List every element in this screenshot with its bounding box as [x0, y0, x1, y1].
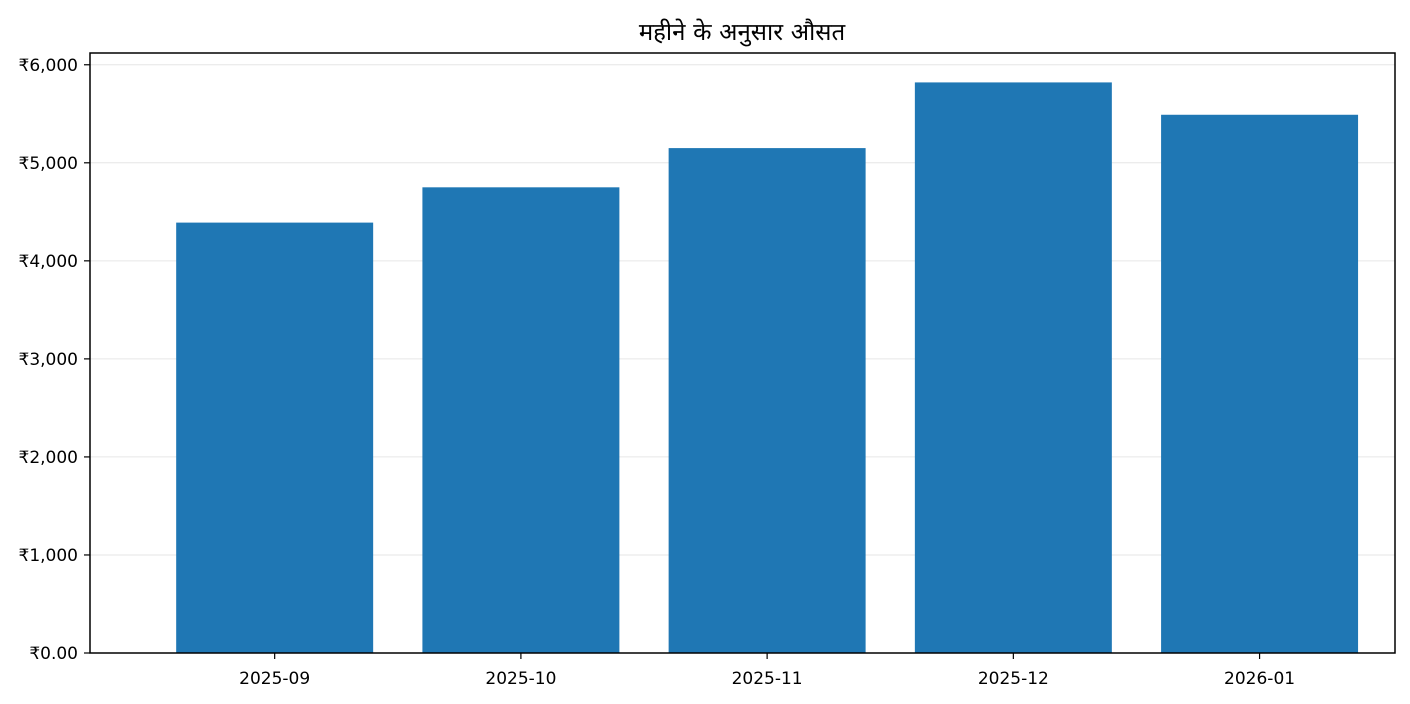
y-tick-label: ₹5,000 — [19, 154, 78, 174]
bar-2025-11 — [668, 148, 866, 654]
plot-frame — [89, 52, 1396, 654]
x-tick-label: 2025-11 — [732, 669, 803, 689]
bar-2026-01 — [1161, 114, 1359, 653]
chart-title: महीने के अनुसार औसत — [639, 18, 847, 47]
y-axis-ticks: ₹0.00 ₹1,000 ₹2,000 ₹3,000 ₹4,000 ₹5,000 ₹6,00… — [19, 56, 90, 664]
x-axis-ticks: 2025-09 2025-10 2025-11 2025-12 2026-01 — [239, 653, 1295, 689]
y-tick-label: ₹6,000 — [19, 56, 78, 76]
bars — [176, 82, 1359, 654]
x-tick-label: 2026-01 — [1224, 669, 1295, 689]
bar-2025-12 — [914, 82, 1112, 654]
bar-2025-10 — [422, 187, 620, 653]
x-tick-label: 2025-09 — [239, 669, 310, 689]
bar-2025-09 — [176, 222, 374, 653]
y-tick-label: ₹0.00 — [29, 644, 78, 664]
y-tick-label: ₹2,000 — [19, 448, 78, 468]
y-tick-label: ₹1,000 — [19, 546, 78, 566]
y-tick-label: ₹3,000 — [19, 350, 78, 370]
y-tick-label: ₹4,000 — [19, 252, 78, 272]
x-tick-label: 2025-12 — [978, 669, 1049, 689]
x-tick-label: 2025-10 — [485, 669, 556, 689]
